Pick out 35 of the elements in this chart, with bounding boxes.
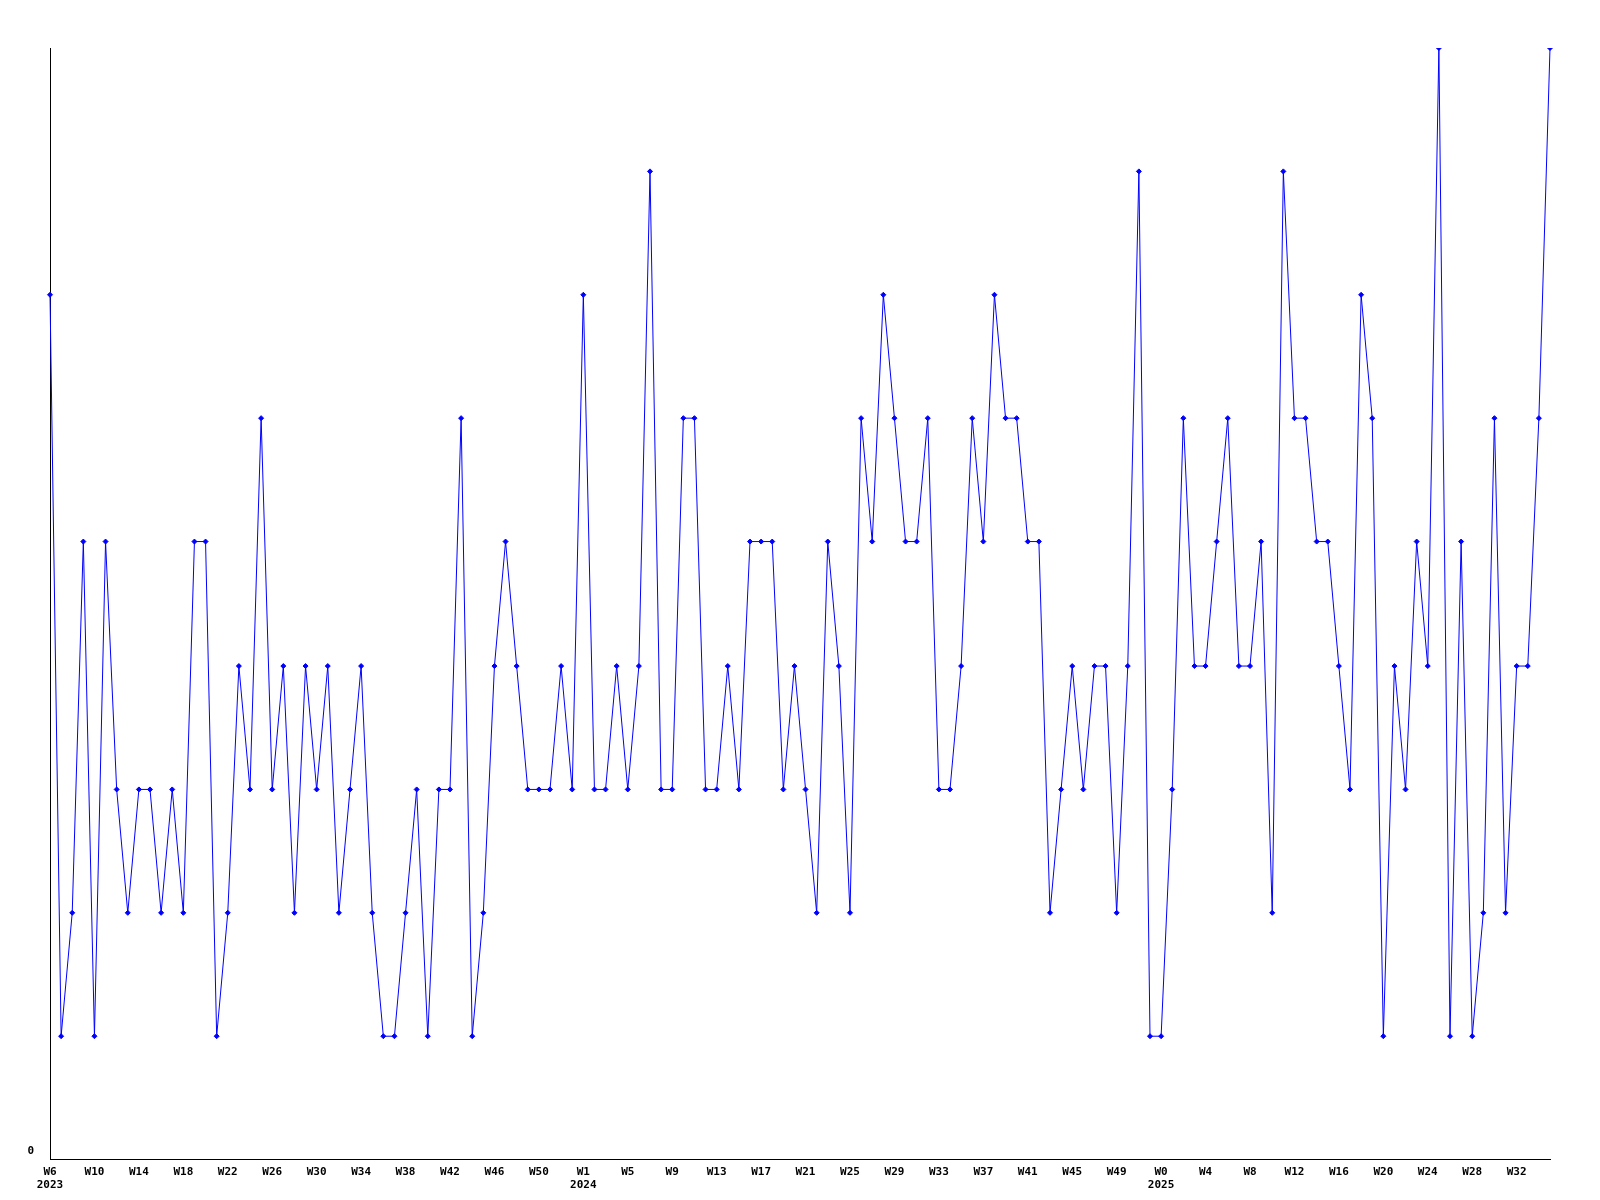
x-tick-label: W18 <box>173 1165 194 1179</box>
x-tick-label: W28 <box>1462 1165 1483 1179</box>
x-tick-label: W29 <box>884 1165 905 1179</box>
x-tick-label: W32 <box>1506 1165 1527 1179</box>
x-tick-label: W4 <box>1198 1165 1213 1179</box>
x-tick-label: W38 <box>395 1165 416 1179</box>
x-tick-label: W16 <box>1328 1165 1350 1179</box>
x-tick-label: W30 <box>306 1165 327 1179</box>
x-tick-label: W22 <box>217 1165 238 1179</box>
x-tick-label: W0 2025 <box>1147 1165 1175 1192</box>
x-tick-label: W34 <box>351 1165 372 1179</box>
x-tick-label: W10 <box>84 1165 105 1179</box>
x-tick-label: W42 <box>440 1165 460 1179</box>
x-tick-label: W45 <box>1062 1165 1083 1179</box>
x-tick-label: W6 2023 <box>36 1165 64 1192</box>
x-tick-label: W25 <box>840 1165 860 1179</box>
x-tick-label: W50 <box>528 1165 549 1179</box>
text: 0 <box>27 1144 34 1158</box>
x-tick-label: W9 <box>665 1165 679 1179</box>
x-tick-label: W8 <box>1243 1165 1257 1179</box>
x-tick-label: W5 <box>621 1165 635 1179</box>
x-tick-label: W12 <box>1284 1165 1305 1179</box>
x-tick-label: W13 <box>706 1165 727 1179</box>
x-tick-label: W26 <box>262 1165 283 1179</box>
x-tick-label: W24 <box>1417 1165 1439 1179</box>
x-tick-label: W49 <box>1106 1165 1127 1179</box>
x-tick-label: W14 <box>128 1165 150 1179</box>
x-tick-label: W21 <box>795 1165 816 1179</box>
x-tick-label: W17 <box>751 1165 772 1179</box>
x-tick-label: W1 2024 <box>570 1165 597 1192</box>
x-tick-label: W46 <box>484 1165 505 1179</box>
x-tick-label: W37 <box>973 1165 994 1179</box>
x-tick-label: W33 <box>928 1165 949 1179</box>
x-tick-label: W41 <box>1017 1165 1039 1179</box>
x-tick-label: W20 <box>1373 1165 1394 1179</box>
